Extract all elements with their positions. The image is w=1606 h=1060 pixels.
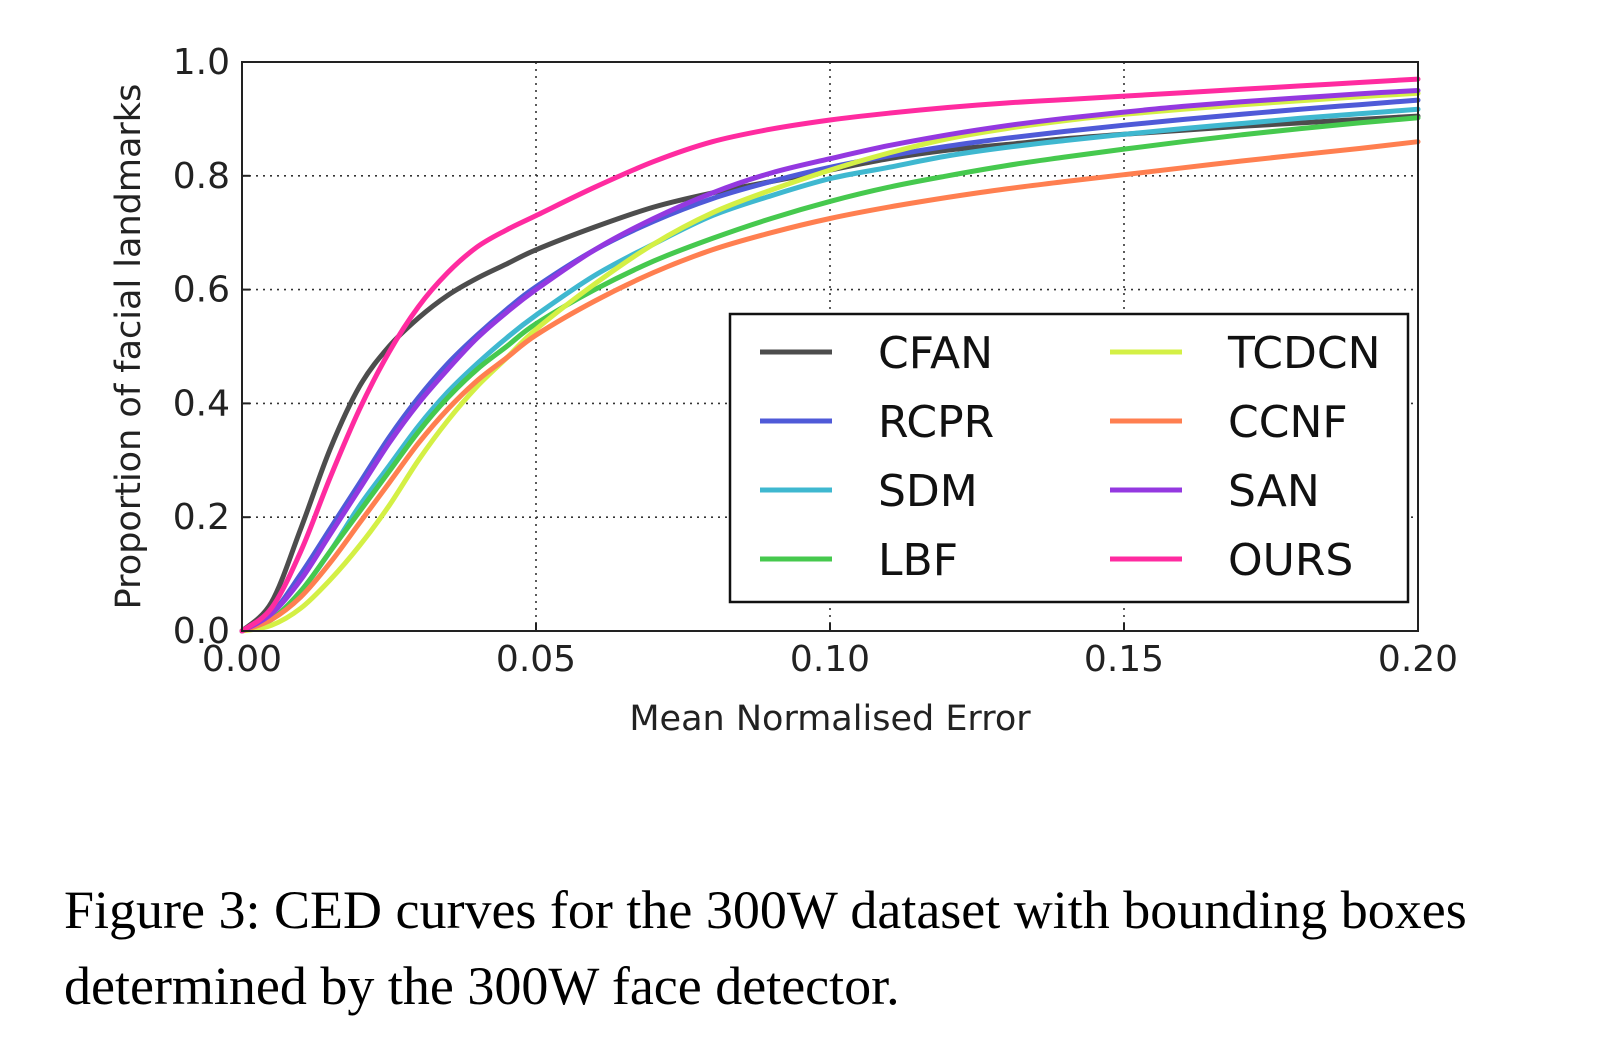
x-tick-label: 0.10 [790,639,870,680]
legend: CFAN RCPR SDM LBF TCDCN CCNF SAN OURS [728,312,1410,604]
y-tick-label: 0.0 [173,611,230,652]
series-line-tcdcn [239,90,1421,634]
legend-label-ccnf: CCNF [1228,397,1348,448]
tick-layer: 0.00 0.05 0.10 0.15 0.20 0.0 0.2 0.4 0.6 0.8 1.0 [173,42,1458,680]
legend-label-cfan: CFAN [878,328,993,379]
series-layer [239,76,1421,634]
ced-chart: 0.00 0.05 0.10 0.15 0.20 0.0 0.2 0.4 0.6 0.8 1.0 M… [109,42,1458,739]
x-tick-label: 0.20 [1378,639,1458,680]
series-line-san [239,88,1421,634]
x-tick-label: 0.15 [1084,639,1164,680]
series-line-ours [239,76,1421,634]
legend-label-tcdcn: TCDCN [1227,328,1381,379]
legend-label-sdm: SDM [878,466,978,517]
legend-label-lbf: LBF [878,535,958,586]
x-axis-label: Mean Normalised Error [629,699,1031,739]
y-tick-label: 0.8 [173,156,230,197]
y-axis-label: Proportion of facial landmarks [109,84,149,610]
x-tick-label: 0.05 [496,639,576,680]
legend-label-ours: OURS [1228,535,1353,586]
x-tick-label: 0.00 [202,639,282,680]
series-line-ccnf [239,139,1421,634]
legend-label-san: SAN [1228,466,1320,517]
figure-caption: Figure 3: CED curves for the 300W datase… [64,880,1467,1016]
legend-label-rcpr: RCPR [878,397,994,448]
series-line-rcpr [239,97,1421,634]
series-line-lbf [239,115,1421,634]
legend-box [728,312,1410,604]
y-tick-label: 1.0 [173,42,230,83]
y-tick-label: 0.6 [173,270,230,311]
y-tick-label: 0.2 [173,497,230,538]
y-tick-label: 0.4 [173,383,230,424]
